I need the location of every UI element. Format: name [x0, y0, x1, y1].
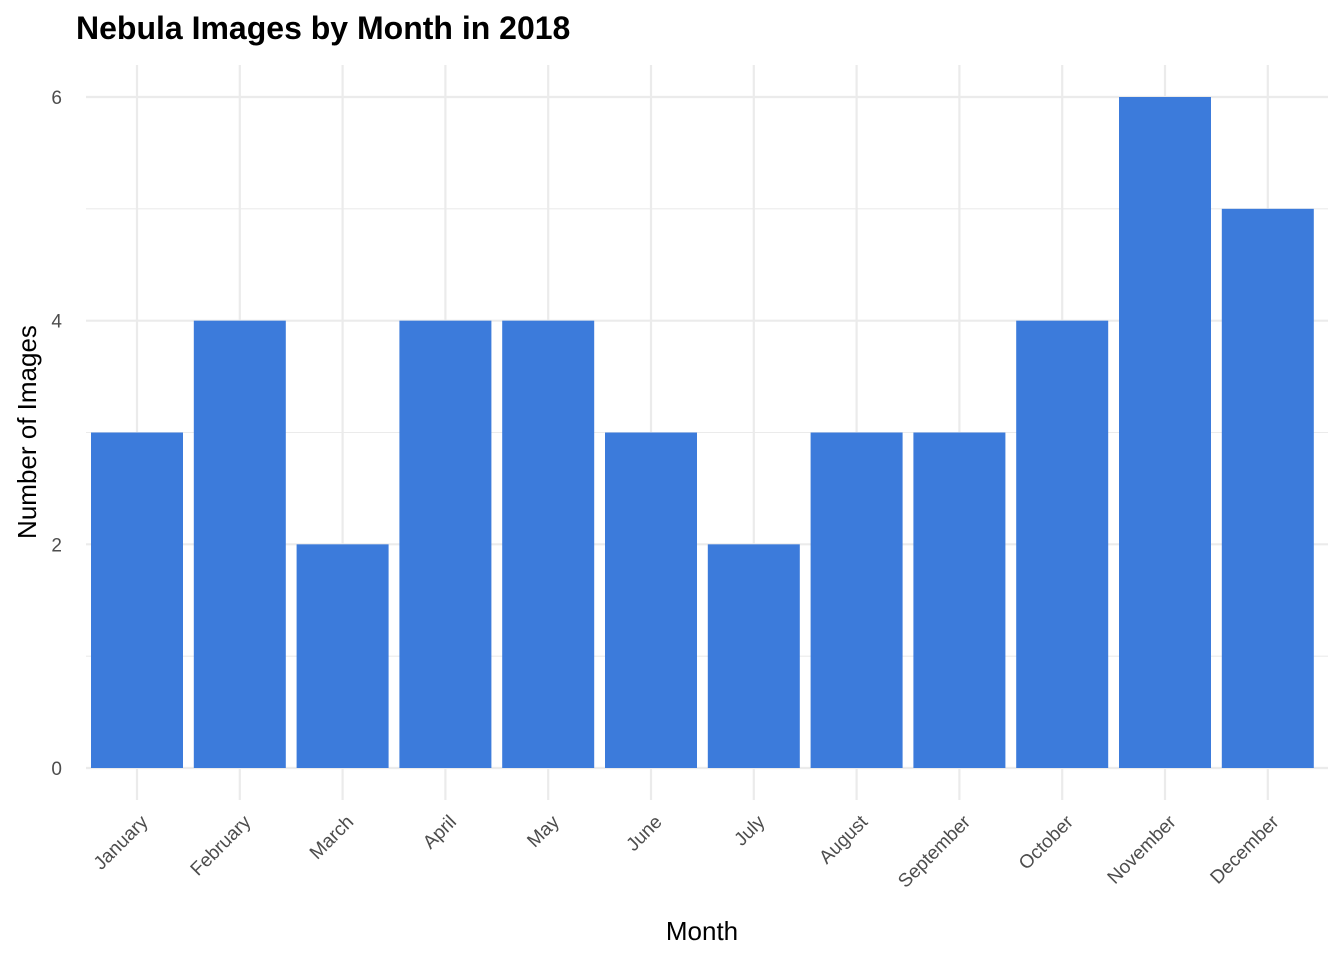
bar-may — [502, 320, 595, 768]
x-tick-label: February — [187, 811, 256, 880]
y-tick-label: 6 — [51, 88, 62, 109]
x-tick-label: June — [623, 812, 667, 856]
bar-january — [91, 432, 183, 768]
y-tick-label: 4 — [51, 312, 62, 333]
y-axis-ticks: 0 2 4 6 — [51, 88, 62, 780]
y-tick-label: 0 — [51, 759, 62, 780]
bar-april — [399, 320, 492, 768]
bar-october — [1016, 320, 1109, 768]
x-tick-label: August — [815, 811, 872, 868]
bar-july — [707, 544, 800, 768]
x-tick-label: September — [894, 811, 975, 892]
y-tick-label: 2 — [51, 535, 62, 556]
bars — [91, 97, 1314, 769]
y-axis-label: Number of Images — [12, 325, 42, 539]
bar-august — [810, 432, 903, 768]
x-tick-label: December — [1207, 811, 1284, 888]
bar-november — [1119, 97, 1211, 768]
x-tick-label: May — [523, 811, 564, 852]
x-tick-label: October — [1015, 811, 1078, 874]
x-tick-label: March — [306, 812, 358, 864]
x-tick-label: April — [419, 812, 461, 854]
x-axis-ticks: January February March April May June July Augu… — [90, 811, 1284, 892]
bar-september — [913, 432, 1006, 768]
x-tick-label: November — [1104, 811, 1181, 888]
bar-december — [1221, 208, 1314, 769]
chart-title: Nebula Images by Month in 2018 — [76, 10, 571, 46]
bar-march — [296, 544, 389, 768]
x-tick-label: July — [731, 811, 770, 850]
bar-june — [605, 432, 697, 768]
x-axis-label: Month — [666, 916, 738, 946]
x-tick-label: January — [90, 811, 153, 874]
bar-february — [193, 320, 286, 768]
